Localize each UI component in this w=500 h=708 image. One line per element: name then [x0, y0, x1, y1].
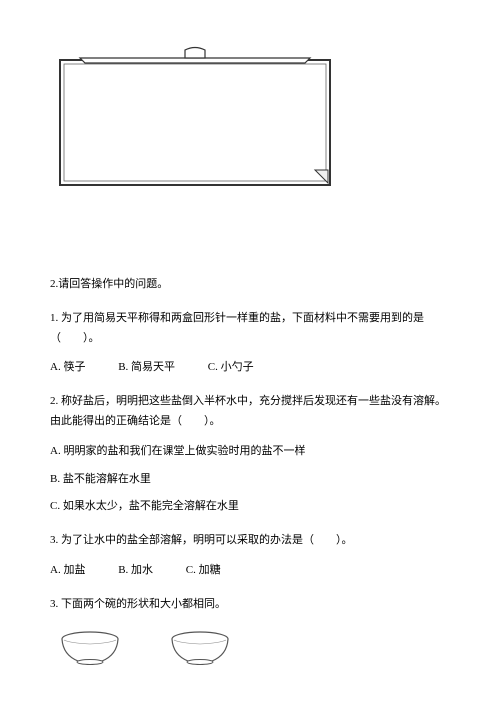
option-b: B. 盐不能溶解在水里	[50, 470, 450, 490]
blackboard-icon	[50, 40, 340, 195]
questions-section: 2.请回答操作中的问题。 1. 为了用简易天平称得和两盒回形针一样重的盐，下面材…	[50, 275, 450, 669]
option-b: B. 加水	[118, 561, 153, 581]
question-text: 2. 称好盐后，明明把这些盐倒入半杯水中，充分搅拌后发现还有一些盐没有溶解。由此…	[50, 392, 450, 432]
option-c: C. 如果水太少，盐不能完全溶解在水里	[50, 497, 450, 517]
question-options-vertical: A. 明明家的盐和我们在课堂上做实验时用的盐不一样 B. 盐不能溶解在水里 C.…	[50, 442, 450, 517]
option-a: A. 明明家的盐和我们在课堂上做实验时用的盐不一样	[50, 442, 450, 462]
bowl-icon	[60, 631, 120, 669]
blackboard-figure	[50, 40, 450, 195]
option-c: C. 加糖	[186, 561, 221, 581]
section-title: 2.请回答操作中的问题。	[50, 275, 450, 295]
question-1: 1. 为了用简易天平称得和两盒回形针一样重的盐，下面材料中不需要用到的是（ ）。…	[50, 309, 450, 378]
option-a: A. 加盐	[50, 561, 85, 581]
option-b: B. 简易天平	[118, 358, 175, 378]
question-text: 3. 为了让水中的盐全部溶解，明明可以采取的办法是（ ）。	[50, 531, 450, 551]
bowl-icon	[170, 631, 230, 669]
section-3-heading: 3. 下面两个碗的形状和大小都相同。	[50, 595, 450, 615]
question-text: 1. 为了用简易天平称得和两盒回形针一样重的盐，下面材料中不需要用到的是（ ）。	[50, 309, 450, 349]
option-a: A. 筷子	[50, 358, 85, 378]
question-3: 3. 为了让水中的盐全部溶解，明明可以采取的办法是（ ）。 A. 加盐 B. 加…	[50, 531, 450, 581]
section-title: 3. 下面两个碗的形状和大小都相同。	[50, 595, 450, 615]
section-2-heading: 2.请回答操作中的问题。	[50, 275, 450, 295]
bowls-figure	[50, 631, 450, 669]
question-options: A. 筷子 B. 简易天平 C. 小勺子	[50, 358, 450, 378]
option-c: C. 小勺子	[208, 358, 254, 378]
question-options: A. 加盐 B. 加水 C. 加糖	[50, 561, 450, 581]
question-2: 2. 称好盐后，明明把这些盐倒入半杯水中，充分搅拌后发现还有一些盐没有溶解。由此…	[50, 392, 450, 517]
